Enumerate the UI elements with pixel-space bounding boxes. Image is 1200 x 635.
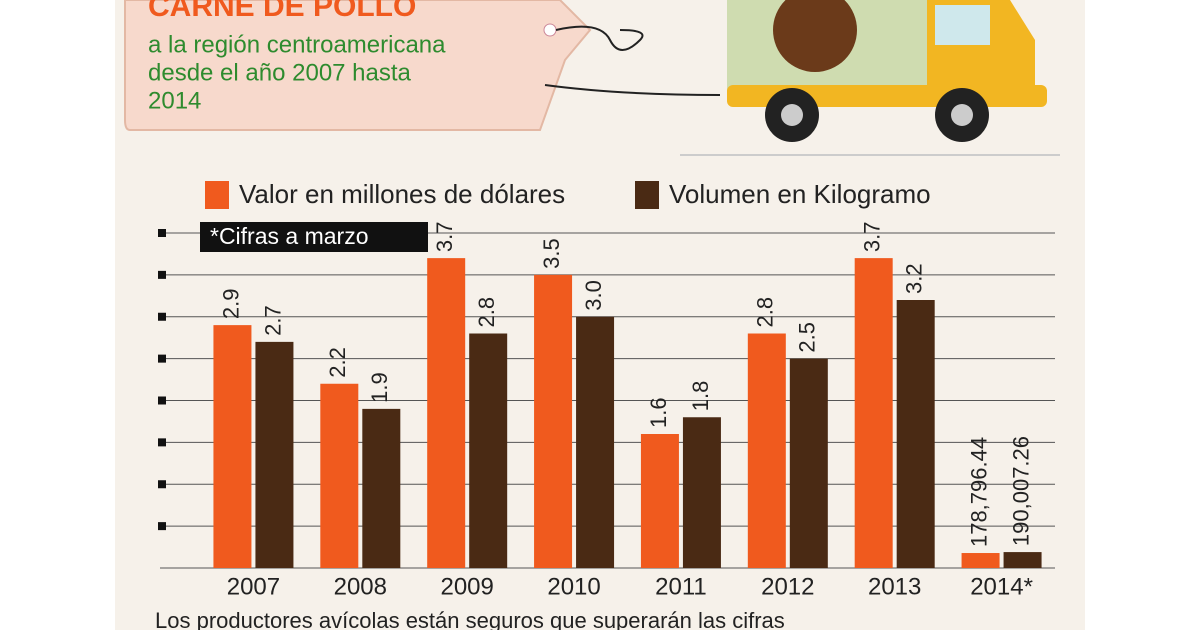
- value-label: 2.8: [474, 297, 499, 328]
- x-tick-label: 2008: [334, 573, 387, 600]
- truck-logo: [773, 0, 857, 72]
- bar: [789, 358, 828, 568]
- bar: [362, 408, 401, 568]
- subtitle: desde el año 2007 hasta: [148, 59, 412, 86]
- tick-mark: [158, 229, 166, 237]
- tick-mark: [158, 438, 166, 447]
- footer: Los productores avícolas están seguros q…: [155, 608, 785, 630]
- x-tick-label: 2014*: [970, 573, 1033, 600]
- x-tick-label: 2007: [227, 573, 280, 600]
- value-label: 2.7: [260, 305, 285, 336]
- value-label: 2.8: [753, 297, 778, 328]
- x-tick-label: 2009: [440, 573, 493, 600]
- tag-hole: [543, 23, 557, 37]
- bar: [534, 274, 573, 568]
- wheel-hub: [781, 104, 803, 126]
- bar: [747, 333, 786, 568]
- legend-swatch: [205, 181, 229, 209]
- value-label: 1.6: [646, 397, 671, 428]
- bar: [255, 341, 294, 568]
- note: *Cifras a marzo: [210, 223, 368, 249]
- value-label: 1.9: [367, 372, 392, 403]
- bar: [213, 325, 252, 568]
- value-label: 2.9: [218, 289, 243, 320]
- bar: [961, 553, 1000, 568]
- x-tick-label: 2010: [547, 573, 600, 600]
- value-label: 190,007.26: [1008, 436, 1033, 546]
- wheel-hub: [951, 104, 973, 126]
- tick-mark: [158, 312, 166, 321]
- value-label: 3.7: [432, 222, 457, 253]
- subtitle: a la región centroamericana: [148, 31, 446, 58]
- value-label: 3.0: [581, 280, 606, 311]
- chart-title: CARNE DE POLLO: [148, 0, 416, 23]
- value-label: 3.7: [860, 222, 885, 253]
- bar: [640, 434, 679, 568]
- x-tick-label: 2011: [655, 573, 707, 600]
- string: [544, 84, 721, 96]
- bar: [854, 258, 893, 568]
- legend-label: Volumen en Kilogramo: [669, 179, 931, 209]
- subtitle: 2014: [148, 87, 201, 114]
- value-label: 1.8: [688, 381, 713, 412]
- bar: [320, 383, 359, 568]
- bar: [469, 333, 508, 568]
- value-label: 2.2: [325, 347, 350, 378]
- bar: [896, 300, 935, 568]
- x-tick-label: 2013: [868, 573, 921, 600]
- tick-mark: [158, 354, 166, 363]
- value-label: 3.2: [902, 263, 927, 294]
- x-tick-label: 2012: [761, 573, 814, 600]
- value-label: 2.5: [795, 322, 820, 353]
- value-label: 178,796.44: [966, 437, 991, 547]
- bar: [1003, 552, 1042, 568]
- bar: [682, 417, 721, 568]
- tag: [124, 0, 592, 131]
- tick-mark: [158, 522, 166, 531]
- bar: [427, 258, 466, 568]
- legend-swatch: [635, 181, 659, 209]
- tick-mark: [158, 270, 166, 279]
- bar: [576, 316, 615, 568]
- tick-mark: [158, 396, 166, 405]
- value-label: 3.5: [539, 238, 564, 269]
- tick-mark: [158, 480, 166, 489]
- string: [555, 25, 644, 51]
- legend-label: Valor en millones de dólares: [239, 179, 565, 209]
- note-box: [200, 222, 428, 252]
- truck-window: [935, 5, 990, 45]
